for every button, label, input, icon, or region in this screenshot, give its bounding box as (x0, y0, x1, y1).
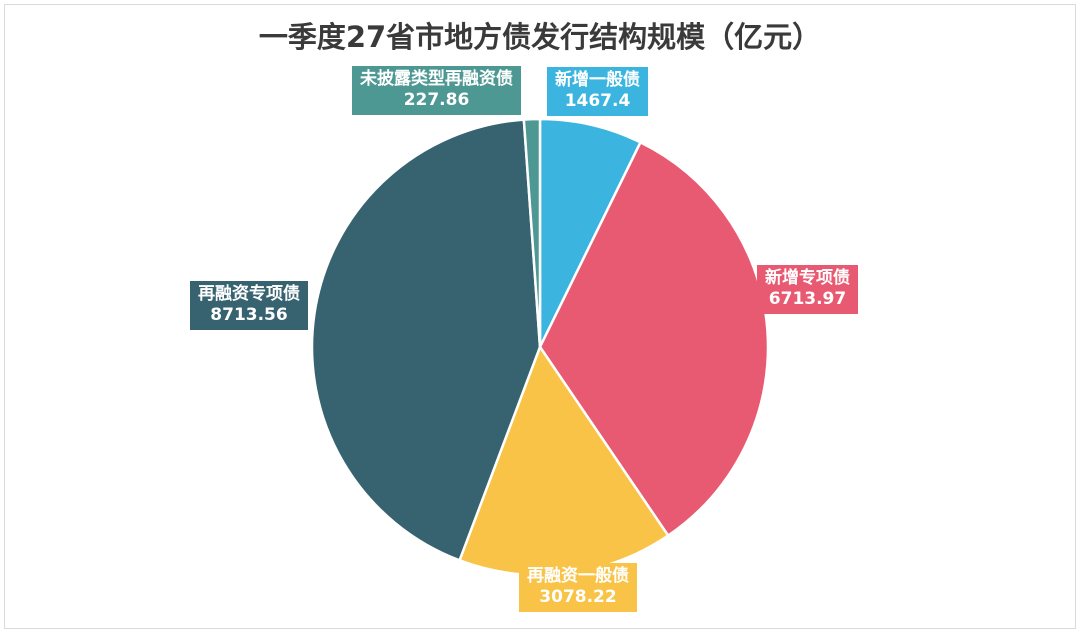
slice-label-name: 新增专项债 (765, 268, 850, 288)
slice-label-value: 1467.4 (564, 91, 631, 111)
slice-label-xinzeng-yiban: 新增一般债 1467.4 (547, 67, 648, 116)
pie-slice-0 (538, 117, 642, 349)
slice-label-value: 8713.56 (210, 305, 288, 325)
chart-title: 一季度27省市地方债发行结构规模（亿元） (258, 20, 822, 54)
slice-label-value: 3078.22 (539, 587, 617, 607)
pie-slice-4 (522, 117, 542, 349)
slice-label-xinzeng-zhuanxiang: 新增专项债 6713.97 (757, 265, 858, 314)
slice-label-weipilu-zairongzi: 未披露类型再融资债 227.86 (352, 66, 521, 115)
pie-slice-1 (538, 141, 770, 537)
slice-label-zairongzi-yiban: 再融资一般债 3078.22 (519, 563, 637, 612)
pie-slice-3 (310, 118, 542, 562)
slice-label-name: 再融资专项债 (198, 284, 300, 304)
slice-label-value: 227.86 (403, 90, 470, 110)
pie-slices (310, 117, 770, 577)
slice-label-zairongzi-zhuanxiang: 再融资专项债 8713.56 (190, 281, 308, 330)
slice-label-name: 新增一般债 (555, 70, 640, 90)
slice-label-name: 再融资一般债 (527, 566, 629, 586)
slice-label-name: 未披露类型再融资债 (360, 69, 513, 89)
slice-label-value: 6713.97 (768, 289, 847, 309)
